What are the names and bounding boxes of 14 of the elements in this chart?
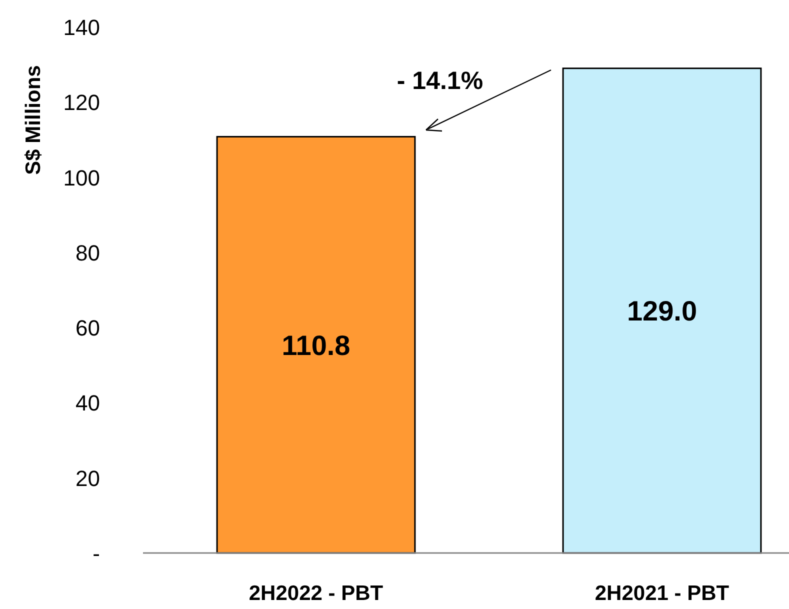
data-label: 110.8 — [282, 330, 350, 361]
x-tick-label: 2H2022 - PBT — [248, 582, 384, 605]
annotation: - 14.1% — [396, 67, 484, 95]
data-label: 129.0 — [626, 296, 698, 327]
y-axis-title: S$ Millions — [22, 65, 45, 175]
y-tick-label: 40 — [76, 390, 100, 416]
y-tick-label: 80 — [76, 240, 100, 266]
y-tick-label: 140 — [63, 15, 100, 40]
y-tick-label: 100 — [63, 165, 100, 190]
x-tick-label: 2H2021 - PBT — [594, 582, 730, 605]
y-tick-label: - — [92, 541, 100, 566]
y-tick-label: 120 — [63, 90, 100, 116]
y-tick-label: 60 — [76, 316, 100, 341]
y-tick-label: 20 — [76, 466, 100, 491]
